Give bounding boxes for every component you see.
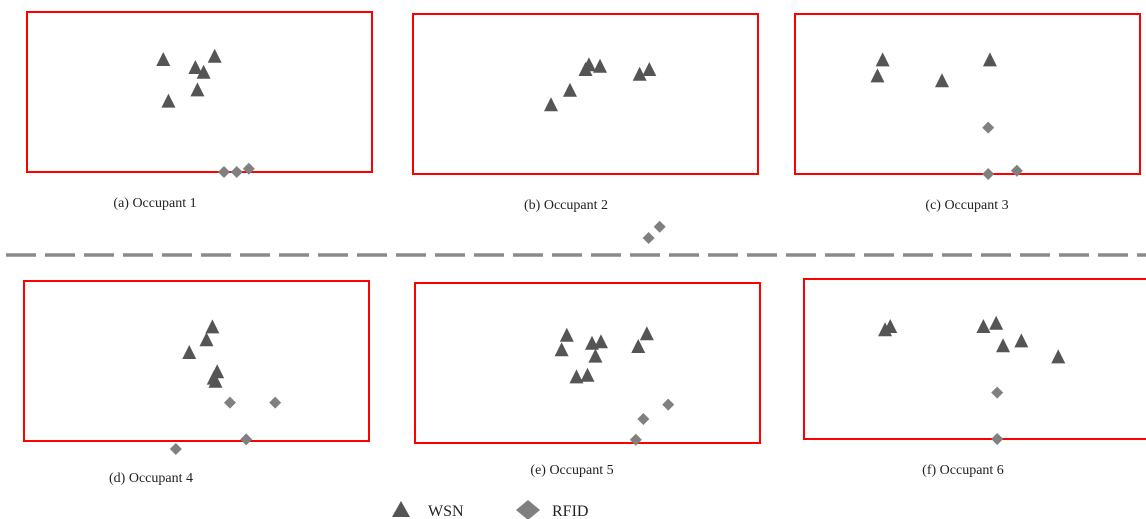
panel-caption: (a) Occupant 1 — [113, 196, 196, 211]
legend: WSN RFID — [392, 500, 588, 519]
rfid-point — [991, 433, 1004, 445]
rfid-point — [653, 220, 666, 233]
wsn-point — [207, 48, 222, 63]
rfid-point — [982, 168, 995, 180]
wsn-point — [632, 66, 647, 81]
rfid-point — [662, 398, 675, 411]
wsn-point — [639, 326, 654, 341]
rfid-point — [1010, 164, 1023, 177]
wsn-point — [188, 60, 203, 74]
wsn-point — [208, 373, 223, 388]
panel-caption: (f) Occupant 6 — [922, 463, 1004, 478]
panel-5: (e) Occupant 5 — [414, 282, 761, 478]
legend-rfid-marker — [516, 500, 540, 519]
wsn-point — [989, 315, 1004, 330]
panel-caption: (e) Occupant 5 — [530, 463, 613, 478]
panel-2: (b) Occupant 2 — [412, 13, 759, 244]
panel-caption: (b) Occupant 2 — [524, 198, 608, 213]
wsn-point — [199, 332, 214, 347]
rfid-point — [269, 396, 282, 409]
wsn-point — [156, 52, 171, 66]
panel-frame — [412, 13, 759, 175]
rfid-point — [240, 433, 253, 446]
rfid-point — [629, 433, 642, 446]
wsn-point — [592, 58, 607, 73]
legend-rfid-label: RFID — [552, 503, 588, 519]
wsn-point — [1051, 349, 1066, 364]
rfid-point — [982, 121, 995, 134]
rfid-point — [991, 386, 1004, 399]
wsn-point — [562, 82, 577, 97]
rfid-point — [642, 232, 655, 244]
panel-frame — [803, 278, 1146, 440]
legend-wsn-marker — [392, 501, 410, 517]
panel-4: (d) Occupant 4 — [23, 280, 370, 486]
wsn-point — [982, 52, 997, 67]
panel-6: (f) Occupant 6 — [803, 278, 1146, 478]
wsn-point — [883, 319, 898, 333]
rfid-point — [242, 162, 255, 175]
wsn-point — [182, 345, 197, 359]
wsn-point — [875, 52, 890, 67]
wsn-point — [580, 367, 595, 382]
wsn-point — [584, 335, 599, 350]
panel-frame — [23, 280, 370, 442]
wsn-point — [588, 348, 603, 363]
wsn-point — [554, 342, 569, 357]
legend-wsn-label: WSN — [428, 503, 464, 519]
wsn-point — [161, 93, 176, 108]
wsn-point — [544, 97, 558, 112]
panel-caption: (d) Occupant 4 — [109, 471, 193, 486]
wsn-point — [196, 64, 211, 79]
wsn-point — [593, 334, 608, 349]
wsn-point — [996, 338, 1011, 353]
panel-1: (a) Occupant 1 — [26, 11, 373, 211]
rfid-point — [230, 166, 243, 178]
wsn-point — [1014, 333, 1029, 348]
wsn-point — [578, 62, 593, 76]
panel-frame — [414, 282, 761, 444]
panel-frame — [794, 13, 1141, 175]
rfid-point — [217, 166, 230, 178]
panel-frame — [26, 11, 373, 173]
rfid-point — [169, 443, 182, 455]
wsn-point — [976, 319, 991, 333]
panel-caption: (c) Occupant 3 — [925, 198, 1008, 213]
wsn-point — [190, 82, 205, 97]
rfid-point — [637, 413, 650, 425]
wsn-point — [569, 369, 584, 384]
panels-group: (a) Occupant 1 (b) Occupant 2 (c) Occupant… — [23, 11, 1146, 486]
wsn-point — [559, 327, 574, 342]
wsn-point — [642, 62, 657, 76]
rfid-point — [223, 396, 236, 409]
panel-3: (c) Occupant 3 — [794, 13, 1141, 213]
wsn-point — [870, 68, 885, 83]
wsn-point — [934, 73, 949, 88]
wsn-point — [631, 339, 646, 353]
wsn-point — [205, 319, 220, 334]
